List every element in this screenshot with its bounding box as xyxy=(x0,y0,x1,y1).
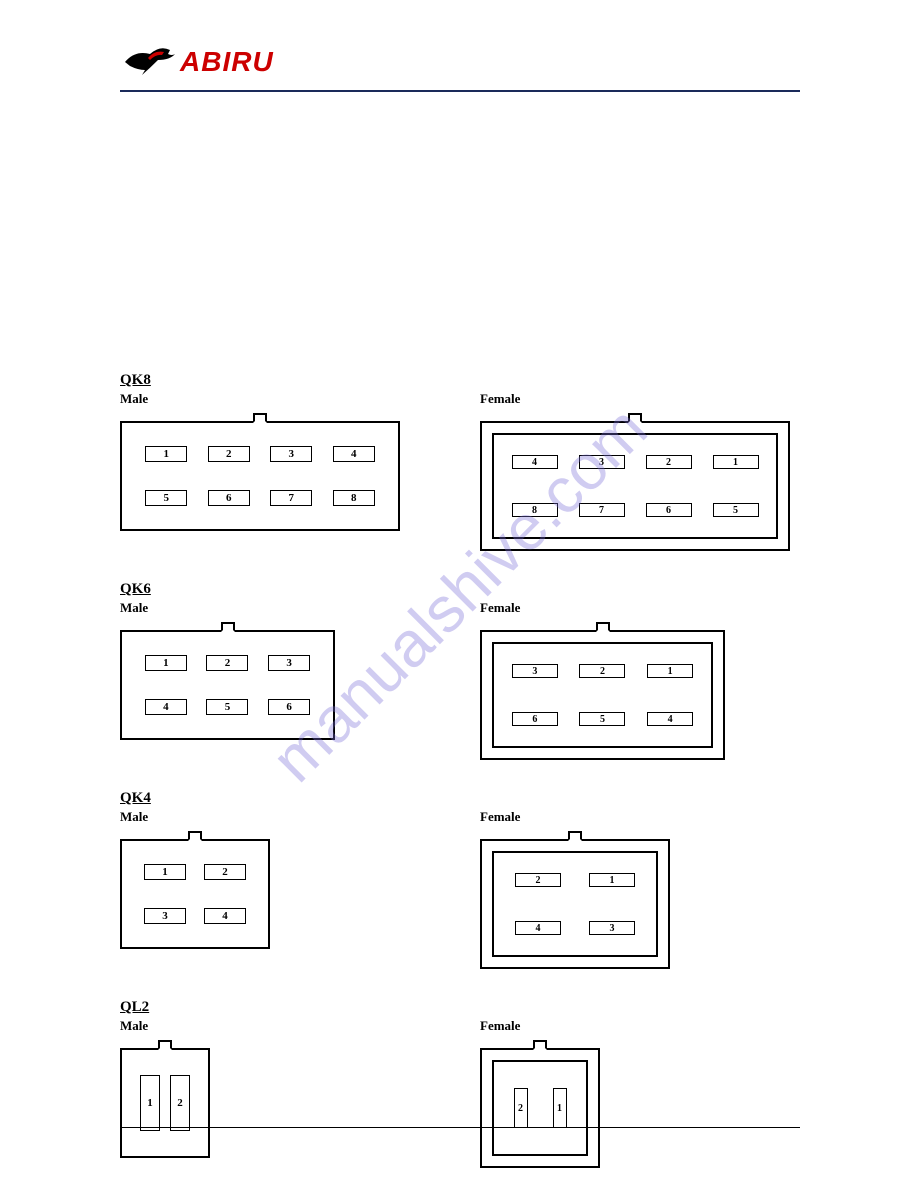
pin: 1 xyxy=(140,1075,160,1131)
pin: 3 xyxy=(579,455,625,469)
connector-frame: 21 xyxy=(480,1048,600,1168)
connector-section: QK4 Male 1 2 3 4 Female 2 1 4 3 xyxy=(120,790,800,969)
connector-row: Male 1 2 3 4 Female 2 1 4 3 xyxy=(120,807,800,969)
gender-label-female: Female xyxy=(480,809,670,825)
connector-notch xyxy=(533,1040,547,1050)
pin: 2 xyxy=(646,455,692,469)
connector-row: Male 1 2 3 4 5 6 7 8 Female 4 3 2 1 8 7 6 5 xyxy=(120,389,800,551)
connector-row: Male 1 2 3 4 5 6 Female 3 2 1 6 5 4 xyxy=(120,598,800,760)
connector-frame: 3 2 1 6 5 4 xyxy=(480,630,725,760)
connector-frame: 4 3 2 1 8 7 6 5 xyxy=(480,421,790,551)
pin: 1 xyxy=(144,864,186,880)
connector-section: QK8 Male 1 2 3 4 5 6 7 8 Female 4 3 2 1 8 7 6 5 xyxy=(120,372,800,551)
pin: 6 xyxy=(268,699,310,715)
gender-label-male: Male xyxy=(120,391,440,407)
connector-section: QK6 Male 1 2 3 4 5 6 Female 3 2 1 6 5 4 xyxy=(120,581,800,760)
pin: 5 xyxy=(145,490,187,506)
pin-grid: 2 1 4 3 xyxy=(506,865,644,943)
pin: 4 xyxy=(333,446,375,462)
pin: 5 xyxy=(713,503,759,517)
pin: 8 xyxy=(333,490,375,506)
connector-title: QK4 xyxy=(120,790,800,807)
bird-logo-icon xyxy=(120,40,180,84)
pin: 2 xyxy=(170,1075,190,1131)
pin-grid: 1 2 3 4 xyxy=(140,859,250,929)
connector-row: Male12Female21 xyxy=(120,1016,800,1168)
gender-label-male: Male xyxy=(120,809,440,825)
pin: 4 xyxy=(647,712,693,726)
gender-label-female: Female xyxy=(480,1018,600,1034)
connector-frame: 1 2 3 4 5 6 7 8 xyxy=(120,421,400,531)
pin: 2 xyxy=(579,664,625,678)
diagram-content: QK8Male12345678Female43218765QK6Male1234… xyxy=(120,372,800,1168)
pin: 3 xyxy=(512,664,558,678)
pin: 8 xyxy=(512,503,558,517)
pin: 3 xyxy=(144,908,186,924)
pin: 6 xyxy=(208,490,250,506)
connector-frame: 2 1 4 3 xyxy=(480,839,670,969)
logo-text: ABIRU xyxy=(180,46,274,78)
connector-frame: 12 xyxy=(120,1048,210,1158)
header: ABIRU xyxy=(120,40,800,84)
pin-grid: 4 3 2 1 8 7 6 5 xyxy=(506,447,764,525)
connector-title: QK8 xyxy=(120,372,800,389)
connector-notch xyxy=(628,413,642,423)
connector-notch xyxy=(568,831,582,841)
pin: 1 xyxy=(145,446,187,462)
pin: 7 xyxy=(270,490,312,506)
pin: 2 xyxy=(206,655,248,671)
pin: 3 xyxy=(270,446,312,462)
connector-frame: 1 2 3 4 xyxy=(120,839,270,949)
gender-label-male: Male xyxy=(120,1018,440,1034)
pin: 2 xyxy=(515,873,561,887)
header-rule xyxy=(120,90,800,92)
pin: 6 xyxy=(512,712,558,726)
connector-notch xyxy=(221,622,235,632)
connector-frame: 1 2 3 4 5 6 xyxy=(120,630,335,740)
pin: 5 xyxy=(206,699,248,715)
pin: 7 xyxy=(579,503,625,517)
gender-label-female: Female xyxy=(480,391,790,407)
pin: 1 xyxy=(713,455,759,469)
connector-section: QL2Male12Female21 xyxy=(120,999,800,1168)
pin: 4 xyxy=(145,699,187,715)
pin: 6 xyxy=(646,503,692,517)
pin-grid: 1 2 3 4 5 6 7 8 xyxy=(140,441,380,511)
pin: 4 xyxy=(512,455,558,469)
pin: 1 xyxy=(553,1088,567,1128)
pin: 2 xyxy=(204,864,246,880)
connector-notch xyxy=(188,831,202,841)
connector-title: QL2 xyxy=(120,999,800,1016)
pin: 4 xyxy=(515,921,561,935)
pin-grid: 1 2 3 4 5 6 xyxy=(140,650,315,720)
pin: 2 xyxy=(514,1088,528,1128)
pin-grid: 3 2 1 6 5 4 xyxy=(506,656,699,734)
footer-rule xyxy=(120,1127,800,1128)
pin: 1 xyxy=(589,873,635,887)
connector-notch xyxy=(253,413,267,423)
pin: 1 xyxy=(647,664,693,678)
pin: 3 xyxy=(268,655,310,671)
pin: 4 xyxy=(204,908,246,924)
pin: 5 xyxy=(579,712,625,726)
gender-label-female: Female xyxy=(480,600,725,616)
pin: 2 xyxy=(208,446,250,462)
connector-notch xyxy=(158,1040,172,1050)
pin: 1 xyxy=(145,655,187,671)
pin-grid: 21 xyxy=(506,1074,574,1142)
gender-label-male: Male xyxy=(120,600,440,616)
connector-title: QK6 xyxy=(120,581,800,598)
pin: 3 xyxy=(589,921,635,935)
connector-notch xyxy=(596,622,610,632)
